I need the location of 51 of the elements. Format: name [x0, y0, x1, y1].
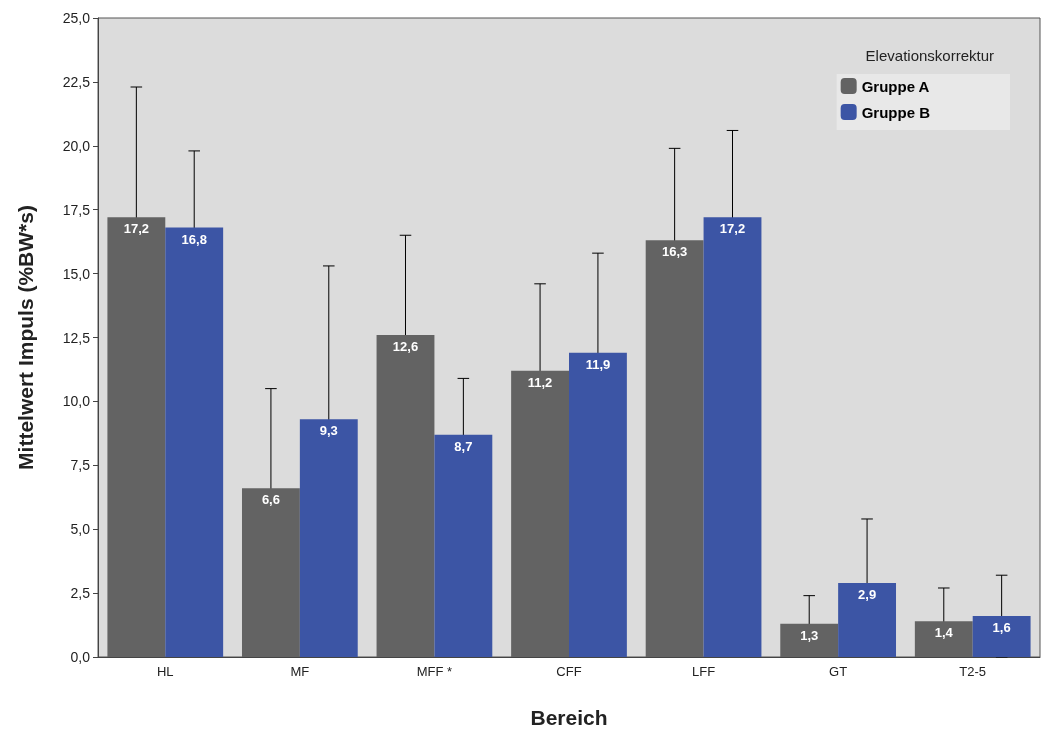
data-label: 16,8	[181, 231, 207, 247]
y-tick-label: 7,5	[70, 457, 91, 474]
y-tick-label: 25,0	[62, 10, 91, 26]
data-label: 16,3	[661, 244, 688, 260]
x-tick-label: MF	[290, 664, 310, 679]
bar	[838, 582, 897, 657]
x-tick-label: MFF *	[416, 664, 453, 679]
bar	[569, 352, 627, 657]
y-tick-label: 2,5	[70, 585, 91, 602]
data-label: 6,6	[261, 492, 280, 508]
y-tick-label: 5,0	[70, 521, 91, 538]
x-tick-label: LFF	[692, 664, 716, 679]
bar	[972, 616, 1031, 657]
bar	[511, 370, 569, 657]
data-label: 1,6	[992, 620, 1011, 636]
bar	[299, 419, 358, 657]
bar	[241, 488, 300, 657]
bar	[434, 434, 493, 657]
x-axis-title: Bereich	[530, 706, 608, 729]
data-label: 17,2	[123, 221, 150, 237]
data-label: 2,9	[858, 586, 877, 602]
bar	[703, 217, 762, 657]
x-tick-label: T2-5	[959, 664, 987, 679]
bar	[107, 217, 166, 657]
data-label: 17,2	[719, 221, 746, 237]
bar	[165, 227, 224, 657]
legend-title: Elevationskorrektur	[865, 47, 994, 64]
bar	[914, 621, 973, 657]
bar	[780, 623, 839, 657]
y-tick-label: 12,5	[62, 329, 91, 346]
data-label: 8,7	[454, 438, 473, 454]
y-tick-label: 0,0	[70, 649, 91, 665]
y-tick-label: 22,5	[62, 73, 91, 90]
bar	[376, 334, 435, 657]
y-tick-label: 17,5	[62, 201, 91, 218]
data-label: 12,6	[392, 338, 419, 354]
legend-label: Gruppe B	[861, 103, 931, 121]
data-label: 1,4	[934, 625, 954, 641]
y-tick-label: 10,0	[62, 393, 91, 410]
data-label: 11,9	[585, 356, 611, 372]
y-tick-label: 15,0	[62, 265, 91, 282]
y-tick-label: 20,0	[62, 137, 91, 154]
legend-label: Gruppe A	[861, 77, 930, 95]
data-label: 11,2	[527, 374, 553, 390]
x-tick-label: CFF	[556, 664, 582, 679]
data-label: 1,3	[800, 627, 819, 643]
bar	[645, 240, 704, 657]
x-tick-label: GT	[829, 664, 848, 679]
x-tick-label: HL	[156, 664, 174, 679]
data-label: 9,3	[319, 423, 338, 439]
y-axis-title: Mittelwert Impuls (%BW*s)	[14, 205, 37, 470]
